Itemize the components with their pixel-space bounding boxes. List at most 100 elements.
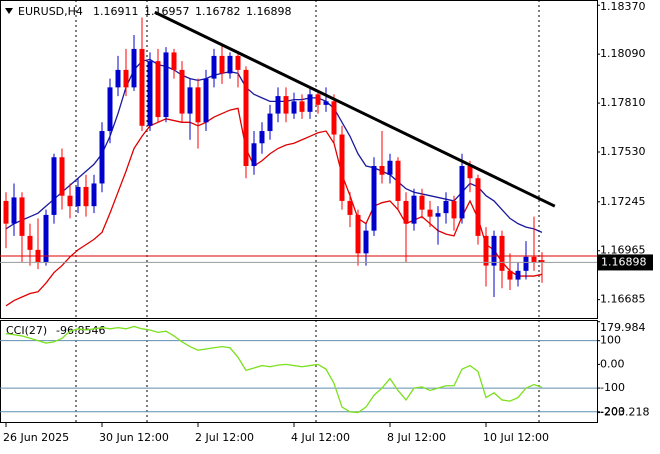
- header-low: 1.16782: [195, 5, 241, 18]
- candle-body: [51, 157, 57, 215]
- candle-body: [451, 200, 457, 219]
- candle-body: [491, 235, 497, 266]
- candle-body: [11, 197, 17, 224]
- candle-body: [291, 101, 297, 114]
- candle-body: [147, 61, 153, 126]
- candle-body: [155, 61, 161, 118]
- header-high: 1.16957: [144, 5, 190, 18]
- bid-label-box: [597, 254, 653, 271]
- cci-title: CCI(27): [6, 324, 47, 337]
- candle-body: [411, 195, 417, 224]
- candle-body: [107, 87, 113, 132]
- y-tick-label: 100: [600, 334, 621, 347]
- candle-body: [3, 200, 9, 224]
- candle-body: [459, 165, 465, 219]
- header-close: 1.16898: [246, 5, 292, 18]
- y-tick-label: 1.18090: [600, 47, 646, 60]
- moving-average: [5, 58, 543, 233]
- y-tick-label: 179.984: [600, 321, 646, 334]
- candle-body: [43, 214, 49, 263]
- bid-label: 1.16898: [601, 255, 647, 268]
- candle-body: [403, 200, 409, 224]
- candle-body: [523, 256, 529, 271]
- y-tick-label: -100: [600, 381, 625, 394]
- candle-body: [59, 157, 65, 196]
- candle-body: [251, 143, 257, 166]
- candle-body: [443, 200, 449, 214]
- y-tick-label: 1.17245: [600, 195, 646, 208]
- candle-body: [219, 55, 225, 74]
- candle-body: [531, 256, 537, 263]
- candle-body: [163, 52, 169, 118]
- candle-body: [275, 96, 281, 114]
- candle-body: [475, 178, 481, 236]
- x-tick-label: 10 Jul 12:00: [483, 431, 549, 444]
- header-open: 1.16911: [93, 5, 139, 18]
- candle-body: [243, 69, 249, 166]
- candle-body: [467, 165, 473, 179]
- candle-body: [131, 48, 137, 88]
- candle-body: [427, 209, 433, 217]
- symbol: EURUSD,H4: [18, 5, 83, 18]
- candle-body: [171, 52, 177, 70]
- cci-line: [5, 325, 543, 414]
- candle-body: [91, 183, 97, 207]
- y-tick-label: 1.16685: [600, 293, 646, 306]
- candle-body: [67, 195, 73, 207]
- candle-body: [283, 96, 289, 114]
- candle-body: [75, 186, 81, 207]
- candle-body: [99, 131, 105, 184]
- candle-body: [259, 131, 265, 144]
- y-tick-label: -203.218: [600, 406, 649, 419]
- candle-body: [339, 134, 345, 201]
- candle-body: [379, 165, 385, 175]
- trendline: [154, 10, 556, 208]
- x-tick-label: 2 Jul 12:00: [195, 431, 254, 444]
- candle-body: [83, 186, 89, 207]
- candle-body: [267, 113, 273, 132]
- y-tick-label: 1.18370: [600, 0, 646, 13]
- y-tick-label: -200: [600, 405, 625, 418]
- y-tick-label: 0.00: [600, 357, 625, 370]
- x-tick-label: 30 Jun 12:00: [99, 431, 169, 444]
- candle-body: [139, 48, 145, 126]
- candle-body: [483, 235, 489, 266]
- candle-body: [371, 165, 377, 231]
- y-tick-label: 1.17810: [600, 96, 646, 109]
- separators: [75, 0, 540, 422]
- candle-body: [235, 55, 241, 70]
- y-tick-label: 1.17530: [600, 145, 646, 158]
- candle-body: [227, 55, 233, 74]
- x-tick-label: 8 Jul 12:00: [387, 431, 446, 444]
- x-tick-label: 26 Jun 2025: [3, 431, 69, 444]
- candle-body: [355, 214, 361, 254]
- candle-body: [115, 69, 121, 88]
- candle-body: [211, 55, 217, 79]
- moving-average: [5, 107, 543, 307]
- cci-value: -96.8546: [56, 324, 105, 337]
- candle-body: [323, 101, 329, 105]
- candle-body: [19, 197, 25, 236]
- candle-body: [203, 78, 209, 123]
- candle-body: [395, 160, 401, 201]
- menu-arrow: [5, 8, 13, 14]
- candle-body: [187, 87, 193, 114]
- candle-body: [123, 69, 129, 88]
- candle-body: [315, 94, 321, 105]
- y-tick-label: 1.16965: [600, 244, 646, 257]
- candle-body: [27, 235, 33, 250]
- x-tick-label: 4 Jul 12:00: [291, 431, 350, 444]
- candle-body: [307, 94, 313, 112]
- candle-body: [539, 260, 545, 263]
- candle-body: [363, 230, 369, 254]
- candle-body: [179, 69, 185, 114]
- candle-body: [331, 101, 337, 135]
- candle-body: [347, 200, 353, 215]
- candle-body: [507, 270, 513, 280]
- candle-body: [387, 160, 393, 175]
- candle-body: [499, 235, 505, 271]
- candle-body: [299, 101, 305, 112]
- candle-body: [515, 270, 521, 280]
